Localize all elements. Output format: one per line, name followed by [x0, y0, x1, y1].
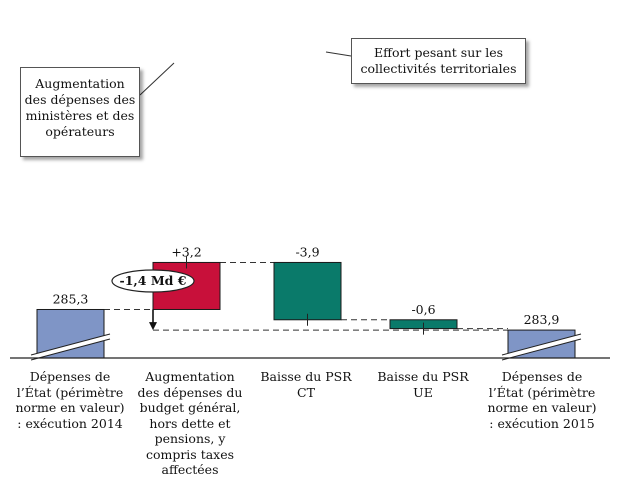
- category-label-line: Baisse du PSR CT: [260, 369, 352, 400]
- callout-line: opérateurs: [45, 124, 115, 139]
- category-label-line: l’État (périmètre: [488, 384, 596, 400]
- axis-break-line: [501, 333, 582, 356]
- callout-line: ministères et des: [25, 108, 135, 123]
- axis-break-line: [30, 333, 111, 356]
- net-change-ellipse: [111, 269, 195, 293]
- bar-value-label: -3,9: [295, 244, 319, 259]
- category-label-line: hors dette et: [149, 415, 231, 431]
- category-label-line: Dépenses de: [501, 369, 583, 384]
- category-label: Augmentation des dépenses du budget généra…: [131, 369, 249, 478]
- category-label-line: pensions, y: [154, 431, 226, 446]
- callout-ministeres: Augmentation des dépenses des ministères e…: [20, 67, 140, 157]
- axis-break-line: [501, 338, 582, 361]
- callout-line: Effort pesant sur les: [373, 45, 504, 60]
- callout-line: Augmentation: [35, 76, 125, 91]
- category-label-line: budget général,: [139, 400, 241, 415]
- bar-value-label: +3,2: [171, 244, 201, 259]
- category-label-line: affectées: [161, 462, 219, 477]
- axis-break-line: [30, 338, 111, 361]
- net-change-arrowhead: [149, 322, 157, 331]
- bar-value-label: 283,9: [524, 312, 560, 327]
- callout-collectivites: Effort pesant sur les collectivités terri…: [351, 38, 526, 84]
- category-label: Dépenses de l’État (périmètre norme en val…: [10, 369, 130, 431]
- net-change-label: -1,4 Md €: [120, 273, 187, 288]
- category-label-line: : exécution 2014: [17, 415, 123, 431]
- category-label: Baisse du PSR CT: [251, 369, 361, 400]
- category-label-line: norme en valeur): [15, 400, 125, 415]
- category-label-line: : exécution 2015: [489, 415, 595, 431]
- bar-2: [273, 261, 342, 321]
- category-label-line: Dépenses de: [29, 369, 111, 384]
- category-label: Dépenses de l’État (périmètre norme en val…: [482, 369, 602, 431]
- category-label-line: des dépenses du: [137, 384, 243, 400]
- callout-pointer-left: [139, 62, 175, 96]
- category-label-line: compris taxes: [145, 446, 235, 462]
- callout-pointer-right: [325, 51, 352, 57]
- category-label-line: Augmentation: [145, 369, 235, 384]
- callout-line: collectivités territoriales: [360, 61, 517, 76]
- bar-value-label: -0,6: [411, 302, 435, 317]
- axis-break-gap: [31, 334, 110, 360]
- category-label: Baisse du PSR UE: [368, 369, 478, 400]
- category-label-line: norme en valeur): [487, 400, 597, 415]
- bar-value-label: 285,3: [53, 291, 89, 306]
- category-label-line: l’État (périmètre: [16, 384, 124, 400]
- category-label-line: Baisse du PSR UE: [377, 369, 469, 400]
- callout-line: des dépenses des: [24, 92, 136, 107]
- axis-break-gap: [502, 334, 581, 360]
